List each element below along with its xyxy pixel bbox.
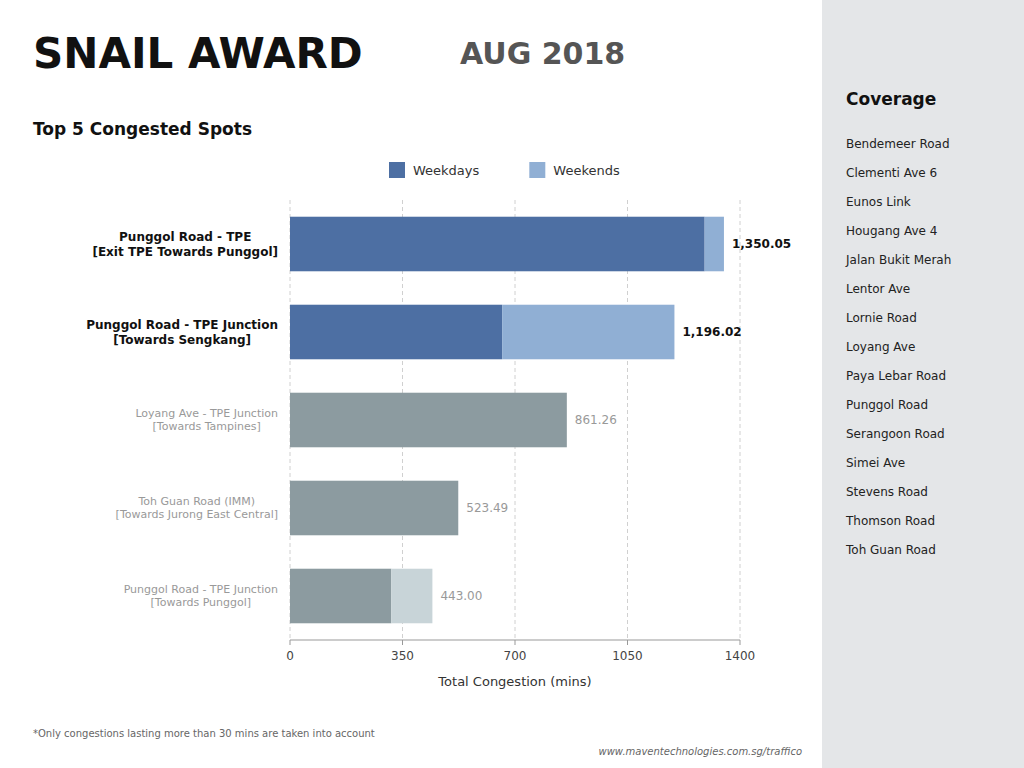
coverage-item: Paya Lebar Road — [846, 369, 946, 383]
tick-mark — [740, 640, 741, 645]
bars — [290, 217, 724, 624]
x-axis-line — [290, 640, 740, 641]
coverage-item: Punggol Road — [846, 398, 928, 412]
tick-mark — [290, 640, 291, 645]
legend-item: Weekdays — [389, 162, 480, 178]
coverage-item: Eunos Link — [846, 195, 911, 209]
data-label: 443.00 — [440, 589, 482, 603]
title: SNAIL AWARD — [33, 29, 363, 78]
bar-segment — [705, 217, 724, 272]
legend-swatch — [389, 162, 405, 178]
category-label: Toh Guan Road (IMM)[Towards Jurong East … — [116, 495, 278, 522]
grid-line — [740, 200, 741, 640]
x-axis-label: Total Congestion (mins) — [437, 674, 591, 689]
grid — [290, 200, 740, 640]
data-label: 1,350.05 — [732, 237, 791, 251]
coverage-item: Hougang Ave 4 — [846, 224, 937, 238]
coverage-item: Stevens Road — [846, 485, 928, 499]
coverage-item: Lornie Road — [846, 311, 917, 325]
legend-item: Weekends — [529, 162, 620, 178]
bar-segment — [290, 217, 705, 272]
tick-mark — [627, 640, 628, 645]
tick-label: 1400 — [725, 649, 756, 663]
data-label: 861.26 — [575, 413, 617, 427]
bar-segment — [290, 481, 458, 536]
coverage-item: Serangoon Road — [846, 427, 945, 441]
main-background — [0, 0, 822, 768]
legend-label: Weekdays — [413, 163, 480, 178]
bar-segment — [566, 393, 567, 448]
category-label: Punggol Road - TPE Junction[Towards Seng… — [86, 318, 278, 347]
category-label: Punggol Road - TPE Junction[Towards Pung… — [124, 583, 278, 610]
legend-label: Weekends — [553, 163, 620, 178]
footnote: *Only congestions lasting more than 30 m… — [33, 728, 375, 739]
coverage-item: Clementi Ave 6 — [846, 166, 937, 180]
category-label: Punggol Road - TPE[Exit TPE Towards Pung… — [92, 230, 278, 259]
coverage-item: Simei Ave — [846, 456, 905, 470]
category-label: Loyang Ave - TPE Junction[Towards Tampin… — [135, 407, 278, 434]
title-date: AUG 2018 — [460, 36, 625, 71]
page: SNAIL AWARD AUG 2018 Top 5 Congested Spots… — [0, 0, 1024, 768]
tick-label: 350 — [391, 649, 414, 663]
tick-mark — [515, 640, 516, 645]
coverage-item: Jalan Bukit Merah — [845, 253, 951, 267]
coverage-item: Bendemeer Road — [846, 137, 950, 151]
legend-swatch — [529, 162, 545, 178]
bar-segment — [290, 569, 391, 624]
tick-label: 1050 — [612, 649, 643, 663]
data-label: 523.49 — [466, 501, 508, 515]
chart: SNAIL AWARD AUG 2018 Top 5 Congested Spots… — [0, 0, 1024, 768]
coverage-title: Coverage — [846, 89, 936, 109]
bar-segment — [391, 569, 432, 624]
coverage-item: Toh Guan Road — [845, 543, 936, 557]
tick-label: 700 — [504, 649, 527, 663]
subtitle: Top 5 Congested Spots — [33, 119, 252, 139]
tick-mark — [402, 640, 403, 645]
bar-segment — [502, 305, 674, 360]
website: www.maventechnologies.com.sg/traffico — [598, 746, 802, 757]
sidebar-background — [822, 0, 1024, 768]
bar-segment — [290, 305, 502, 360]
coverage-item: Loyang Ave — [846, 340, 915, 354]
bar-segment — [458, 481, 459, 536]
legend: Weekdays Weekends — [389, 162, 620, 178]
bar-segment — [290, 393, 567, 448]
coverage-item: Thomson Road — [845, 514, 935, 528]
data-label: 1,196.02 — [682, 325, 741, 339]
coverage-item: Lentor Ave — [846, 282, 910, 296]
tick-label: 0 — [286, 649, 294, 663]
